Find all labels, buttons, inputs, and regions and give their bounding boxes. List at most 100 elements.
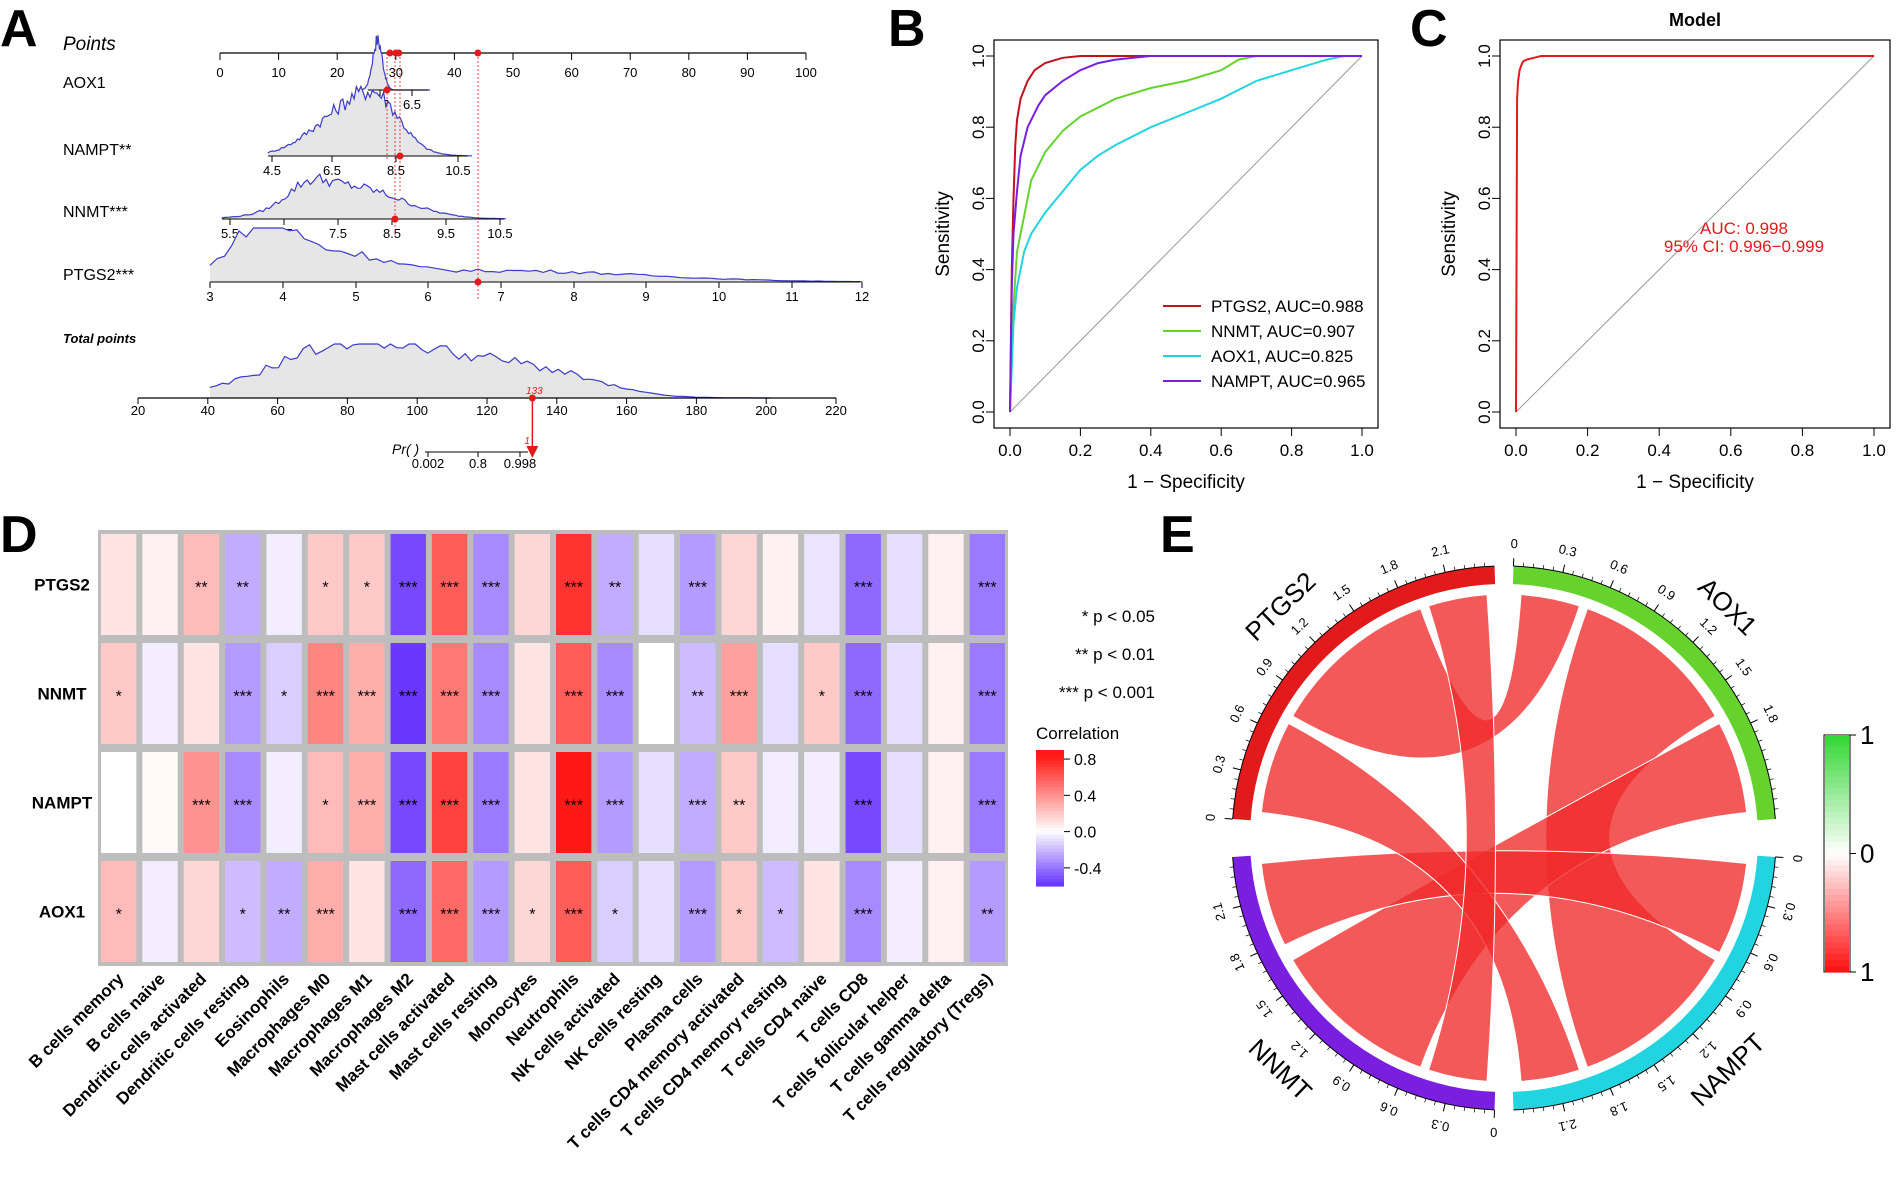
sector-minor-tick xyxy=(1769,778,1774,780)
total-tick-label: 60 xyxy=(270,403,284,418)
heatmap-cell xyxy=(142,752,178,853)
sector-minor-tick xyxy=(1279,995,1283,999)
sector-minor-tick xyxy=(1304,1026,1309,1030)
heatmap-cell xyxy=(101,752,137,853)
colorbar-segment xyxy=(1036,753,1064,758)
sector-minor-tick xyxy=(1773,798,1778,800)
sector-tick-label: 1.2 xyxy=(1288,614,1311,637)
sector-minor-tick xyxy=(1600,580,1603,585)
heatmap-cell xyxy=(680,752,716,853)
significance-mark: *** xyxy=(440,580,459,597)
heatmap-cell xyxy=(721,752,757,853)
heatmap-cell xyxy=(721,861,757,962)
significance-mark: *** xyxy=(358,689,377,706)
legend-segment xyxy=(1825,782,1849,789)
significance-legend: * p < 0.05 xyxy=(1082,607,1155,626)
significance-mark: *** xyxy=(316,907,335,924)
heatmap-cell xyxy=(431,534,468,635)
sector-minor-tick xyxy=(1591,1095,1594,1100)
colorbar-segment xyxy=(1036,794,1064,799)
heatmap-cell xyxy=(101,643,137,744)
sector-minor-tick xyxy=(1677,1046,1681,1051)
var-tick-label: 5.5 xyxy=(221,226,239,241)
x-tick-label: 0.6 xyxy=(1719,441,1743,460)
sector-minor-tick xyxy=(1249,730,1254,733)
x-axis-label: 1 − Specificity xyxy=(1127,472,1245,493)
heatmap-cell xyxy=(514,752,550,853)
legend-segment xyxy=(1825,871,1849,878)
sector-minor-tick xyxy=(1662,1058,1665,1063)
legend-segment xyxy=(1825,823,1849,831)
sector-minor-tick xyxy=(1368,1075,1372,1079)
heatmap-cell xyxy=(349,534,385,635)
legend-label: PTGS2, AUC=0.988 xyxy=(1211,297,1364,316)
colorbar-segment xyxy=(1036,780,1064,785)
heatmap-cell xyxy=(928,643,964,744)
heatmap-cell xyxy=(473,752,509,853)
sector-minor-tick xyxy=(1706,653,1710,657)
legend-segment xyxy=(1825,883,1849,890)
sector-minor-tick xyxy=(1628,1079,1631,1084)
sector-minor-tick xyxy=(1298,653,1302,657)
sector-tick-label: 0.9 xyxy=(1253,655,1276,678)
heatmap-cell xyxy=(307,861,344,962)
sector-minor-tick xyxy=(1619,1084,1622,1089)
colorbar-segment xyxy=(1036,875,1064,880)
legend-segment xyxy=(1825,900,1849,908)
total-tick-label: 120 xyxy=(476,403,498,418)
significance-mark: *** xyxy=(192,798,211,815)
sector-minor-tick xyxy=(1368,597,1372,601)
colorbar-segment xyxy=(1036,848,1064,853)
x-tick-label: 0.0 xyxy=(1504,441,1528,460)
sector-minor-tick xyxy=(1758,934,1763,937)
panel-b-roc-genes: B 0.0 0.2 0.4 0.6 0.8 1.0 0.0 0.2 0.4 0.6 0.8 1.0 1 −… xyxy=(888,0,1379,493)
sector-minor-tick xyxy=(1242,924,1247,927)
legend-segment xyxy=(1825,906,1849,914)
significance-mark: *** xyxy=(564,907,583,924)
sector-tick-label: 0 xyxy=(1490,1125,1498,1140)
sector-minor-tick xyxy=(1719,669,1723,673)
colorbar-segment xyxy=(1036,773,1064,778)
colorbar-segment xyxy=(1036,862,1064,867)
heatmap-cell xyxy=(307,752,344,853)
significance-mark: *** xyxy=(440,907,459,924)
points-tick-label: 50 xyxy=(506,65,520,80)
sector-arc xyxy=(1512,566,1776,821)
heatmap-cell xyxy=(804,861,840,962)
significance-mark: *** xyxy=(399,580,418,597)
legend-segment xyxy=(1825,740,1849,748)
sector-tick-label: 0.3 xyxy=(1209,754,1228,775)
points-tick-label: 0 xyxy=(216,65,223,80)
x-tick-label: 0.8 xyxy=(1280,441,1304,460)
sector-tick-label: 0.6 xyxy=(1608,556,1631,577)
var-label: NNMT*** xyxy=(63,204,128,221)
colorbar-segment xyxy=(1036,787,1064,792)
legend-tick-label: 1 xyxy=(1860,957,1874,987)
x-tick-label: 0.2 xyxy=(1576,441,1600,460)
sector-minor-tick xyxy=(1562,1103,1565,1108)
sector-minor-tick xyxy=(1273,987,1278,991)
heatmap-cell xyxy=(928,534,964,635)
x-tick-label: 1.0 xyxy=(1862,441,1886,460)
heatmap-cell xyxy=(804,752,840,853)
heatmap-cell xyxy=(390,534,426,635)
total-tick-label: 180 xyxy=(686,403,708,418)
significance-mark: * xyxy=(281,689,287,706)
total-label: Total points xyxy=(63,331,136,346)
sector-minor-tick xyxy=(1236,905,1241,908)
x-tick-label: 1.0 xyxy=(1350,441,1374,460)
sector-tick-label: 1.5 xyxy=(1253,997,1276,1020)
var-tick-label: 8 xyxy=(570,289,577,304)
sector-minor-tick xyxy=(1653,607,1657,612)
colorbar-tick-label: 0.4 xyxy=(1074,788,1096,805)
heatmap-cell xyxy=(266,534,302,635)
sector-minor-tick xyxy=(1552,566,1555,571)
significance-mark: *** xyxy=(399,798,418,815)
sector-minor-tick xyxy=(1572,570,1574,575)
heatmap-cell xyxy=(225,643,261,744)
var-label: AOX1 xyxy=(63,75,106,92)
heatmap-cell xyxy=(307,534,344,635)
heatmap-cell xyxy=(597,643,633,744)
var-tick-label: 4.5 xyxy=(263,163,281,178)
